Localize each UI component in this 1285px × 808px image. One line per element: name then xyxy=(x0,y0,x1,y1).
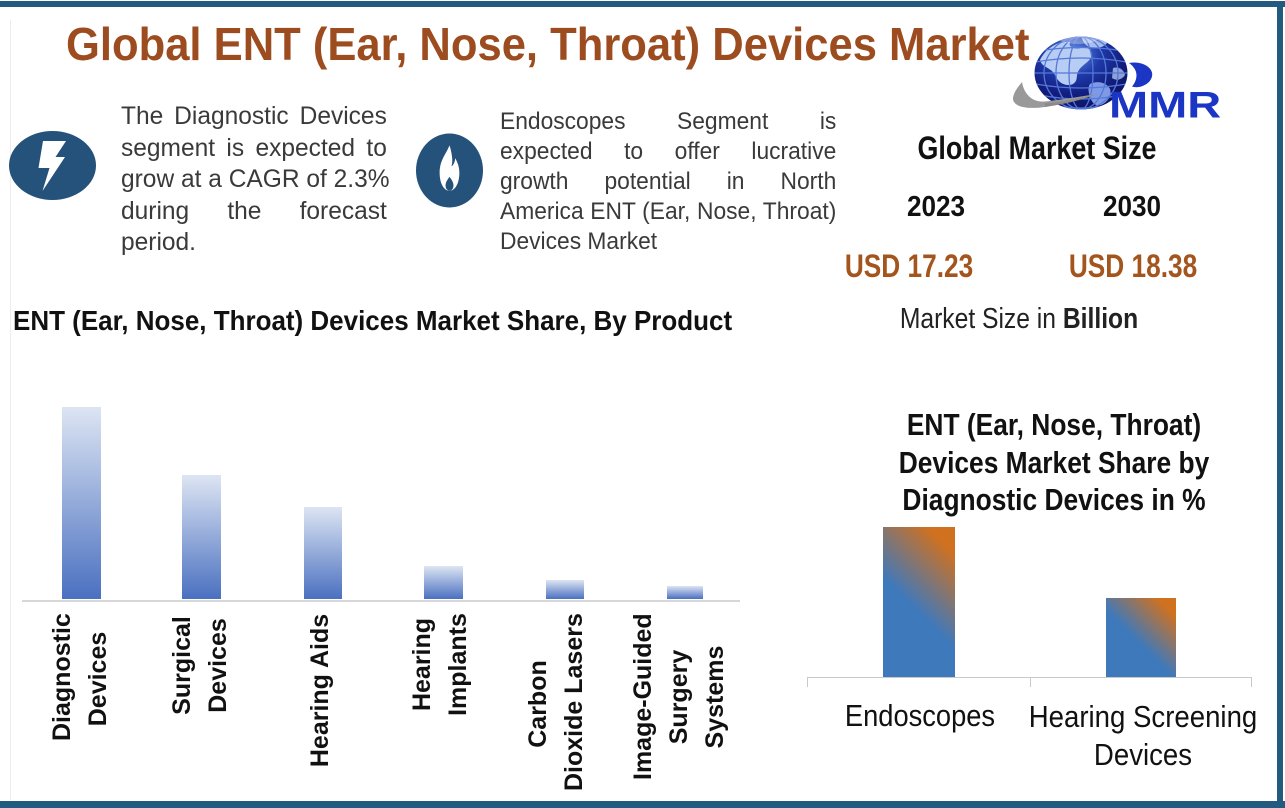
svg-text:MMR: MMR xyxy=(1109,84,1221,125)
